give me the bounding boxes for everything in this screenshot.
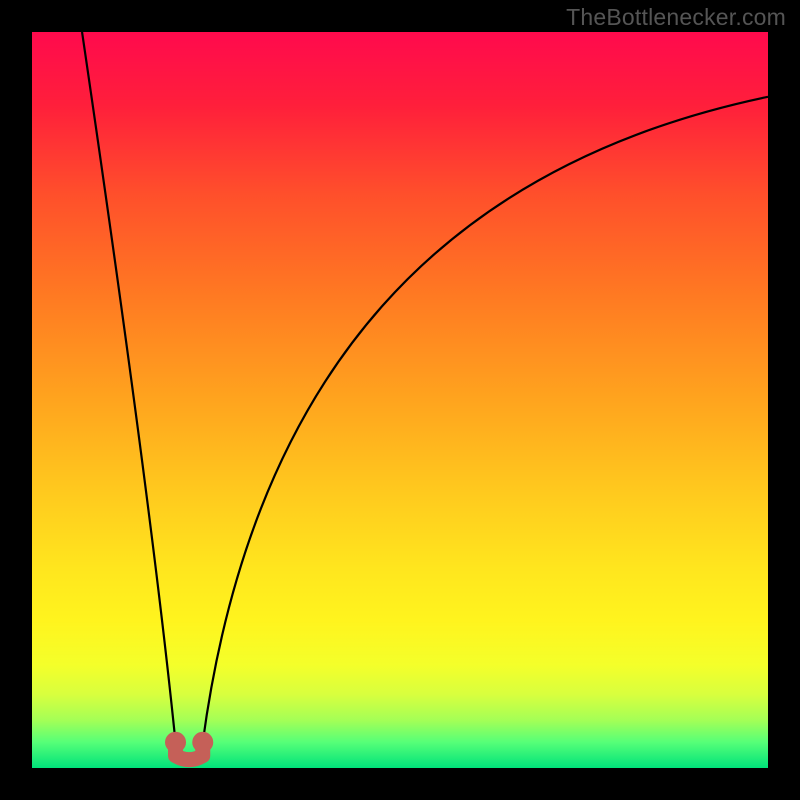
watermark-text: TheBottlenecker.com: [566, 4, 786, 31]
marker-endpoint-right: [192, 732, 213, 753]
chart-container: TheBottlenecker.com: [0, 0, 800, 800]
marker-endpoint-left: [165, 732, 186, 753]
plot-background-gradient: [32, 32, 768, 768]
bottleneck-chart: [0, 0, 800, 800]
